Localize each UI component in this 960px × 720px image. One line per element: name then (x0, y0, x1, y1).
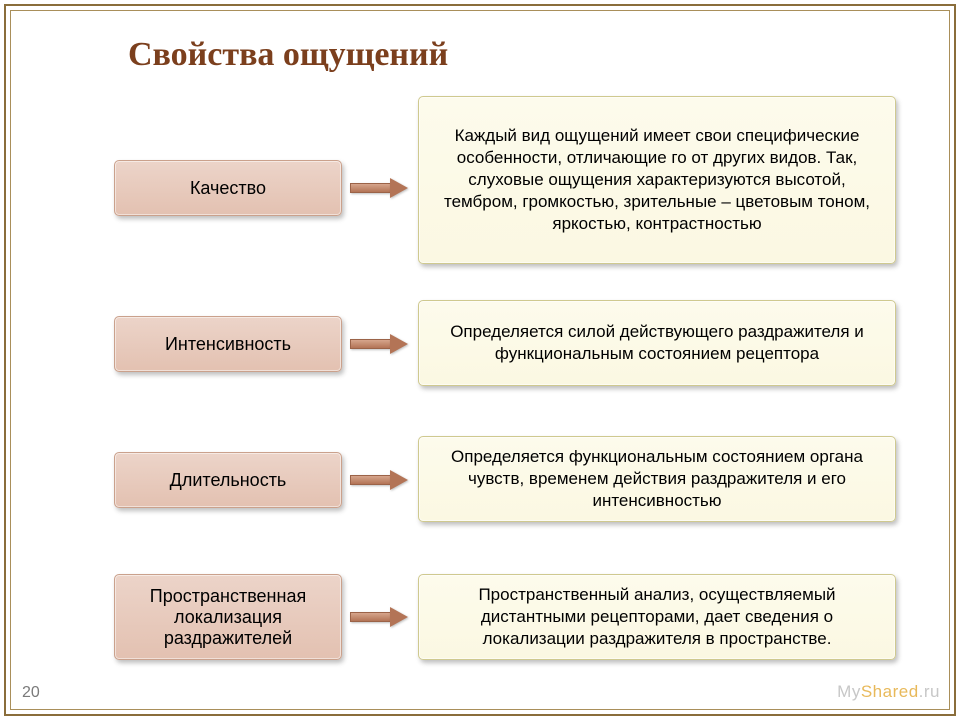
property-desc-text: Определяется функциональным состоянием о… (437, 446, 877, 512)
property-desc-quality: Каждый вид ощущений имеет свои специфиче… (418, 96, 896, 264)
property-label-intensity: Интенсивность (114, 316, 342, 372)
slide-title: Свойства ощущений (128, 36, 448, 74)
property-label-text: Качество (190, 178, 266, 199)
property-label-localization: Пространственная локализация раздражител… (114, 574, 342, 660)
property-label-text: Пространственная локализация раздражител… (123, 586, 333, 649)
arrow-icon (350, 471, 408, 489)
property-desc-text: Пространственный анализ, осуществляемый … (437, 584, 877, 650)
property-desc-localization: Пространственный анализ, осуществляемый … (418, 574, 896, 660)
arrow-icon (350, 179, 408, 197)
property-label-duration: Длительность (114, 452, 342, 508)
page-number: 20 (22, 684, 40, 702)
watermark-part1: My (837, 682, 861, 701)
property-desc-intensity: Определяется силой действующего раздражи… (418, 300, 896, 386)
arrow-icon (350, 335, 408, 353)
arrow-icon (350, 608, 408, 626)
property-label-text: Длительность (170, 470, 287, 491)
watermark: MyShared.ru (837, 682, 940, 702)
watermark-part3: .ru (919, 682, 940, 701)
property-desc-text: Каждый вид ощущений имеет свои специфиче… (437, 125, 877, 235)
property-desc-duration: Определяется функциональным состоянием о… (418, 436, 896, 522)
property-label-quality: Качество (114, 160, 342, 216)
property-desc-text: Определяется силой действующего раздражи… (437, 321, 877, 365)
property-label-text: Интенсивность (165, 334, 291, 355)
watermark-part2: Shared (861, 682, 919, 701)
